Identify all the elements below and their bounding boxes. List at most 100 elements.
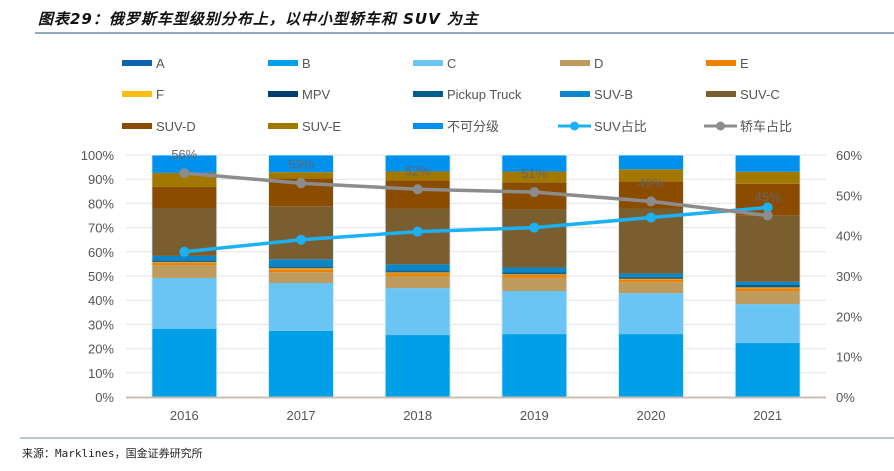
bar-segment-c-2019 [501, 291, 567, 335]
line-path-轿车占比 [184, 171, 768, 218]
bar-segment-b-2021 [735, 343, 801, 397]
chart-title: 图表29：俄罗斯车型级别分布上，以中小型轿车和 SUV 为主 [38, 10, 479, 28]
legend-swatch [413, 60, 443, 66]
y-right-tick-label: 0% [836, 390, 855, 405]
bar-segment-mpv-2017 [268, 267, 334, 269]
source-note: 来源：Marklines，国金证券研究所 [22, 447, 203, 460]
line-point-轿车占比 [296, 178, 306, 189]
gridlines [126, 154, 826, 374]
line-series-suv占比 [179, 202, 773, 257]
x-tick-label: 2021 [753, 408, 782, 423]
line-point-轿车占比 [179, 168, 190, 179]
bar-segment-d-2019 [501, 277, 567, 292]
bar-segment-e-2018 [385, 273, 451, 276]
line-point-suv占比 [762, 202, 773, 213]
line-point-suv占比 [529, 222, 540, 233]
data-label-轿车占比: 51% [521, 166, 547, 181]
legend-label: SUV-E [302, 119, 341, 134]
line-point-轿车占比 [646, 196, 656, 207]
y-left-tick-label: 90% [88, 172, 114, 187]
legend-item-不可分级: 不可分级 [413, 119, 499, 134]
data-label-轿车占比: 52% [405, 163, 431, 178]
bar-segment-suv-e-2016 [151, 172, 217, 187]
bar-segment-c-2017 [268, 283, 334, 331]
x-tick-label: 2020 [637, 408, 666, 423]
legend-swatch [122, 91, 152, 97]
legend-marker [570, 121, 579, 131]
bar-segment-f-2018 [385, 272, 451, 274]
axes: 0% 10% 20% 30% 40% 50% 60% 70% 80% 90% 100% 0% 10% 20… [81, 148, 863, 423]
y-left-tick-label: 40% [88, 293, 114, 308]
y-left-tick-label: 80% [88, 196, 114, 211]
bar-segment-d-2021 [735, 291, 801, 305]
bar-segment-c-2018 [385, 288, 451, 336]
legend-label: 轿车占比 [740, 119, 792, 134]
legend-label: E [740, 56, 749, 71]
legend-swatch [413, 91, 443, 97]
data-labels: 56% 53% 52% 51% 49% 45% [171, 147, 781, 204]
bar-segment-suv-b-2017 [268, 259, 334, 267]
legend-item-轿车占比: 轿车占比 [704, 119, 792, 134]
bar-segment-b-2017 [268, 330, 334, 397]
bar-segment-mpv-2021 [735, 286, 801, 288]
bar-segment-c-2020 [618, 293, 684, 335]
y-right-tick-label: 30% [836, 269, 862, 284]
bar-segment-d-2017 [268, 272, 334, 284]
bar-stack-2019 [501, 154, 568, 398]
bar-segment-pickup-truck-2018 [385, 270, 451, 272]
legend-marker [716, 121, 725, 131]
x-tick-label: 2017 [287, 408, 316, 423]
y-left-tick-label: 70% [88, 221, 114, 236]
y-left-tick-label: 60% [88, 245, 114, 260]
y-right-tick-label: 40% [836, 229, 862, 244]
bar-segment-suv-b-2019 [501, 267, 567, 273]
bar-segment-mpv-2016 [151, 261, 217, 263]
y-left-tick-label: 100% [81, 148, 115, 163]
legend-item-pickup-truck: Pickup Truck [413, 87, 522, 102]
bar-segment-f-2016 [151, 262, 217, 263]
bar-segment-mpv-2018 [385, 271, 451, 273]
x-tick-label: 2016 [170, 408, 199, 423]
bar-stack-2017 [268, 154, 334, 398]
bar-segment-不可分级-2021 [735, 155, 801, 172]
title-divider [35, 32, 894, 34]
legend-swatch [122, 123, 152, 129]
lines [179, 168, 773, 257]
bar-segment-e-2017 [268, 269, 334, 273]
legend-item-suv-d: SUV-D [122, 119, 196, 134]
legend-item-suv-b: SUV-B [560, 87, 633, 102]
legend-swatch [268, 60, 298, 66]
bar-stack-2020 [618, 154, 684, 398]
bar-segment-pickup-truck-2020 [618, 276, 684, 278]
legend-item-suv占比: SUV占比 [558, 119, 647, 134]
legend-label: D [594, 56, 603, 71]
bar-segment-e-2019 [501, 275, 567, 278]
y-left-tick-label: 10% [88, 366, 114, 381]
bar-segment-suv-b-2021 [735, 281, 801, 285]
bar-segment-mpv-2019 [501, 273, 567, 275]
legend-item-suv-e: SUV-E [268, 119, 341, 134]
bar-segment-e-2021 [735, 288, 801, 292]
legend-swatch [706, 91, 736, 97]
y-left-tick-label: 20% [88, 342, 114, 357]
legend-swatch [560, 91, 590, 97]
legend-item-f: F [122, 87, 164, 102]
bar-segment-d-2020 [618, 282, 684, 294]
legend-swatch [560, 60, 590, 66]
bar-segment-suv-c-2017 [268, 206, 334, 260]
bar-stack-2018 [384, 154, 451, 398]
line-point-suv占比 [179, 246, 190, 257]
legend-label: C [447, 56, 456, 71]
bar-segment-b-2018 [385, 335, 451, 397]
bar-segment-mpv-2020 [618, 277, 684, 279]
legend-item-suv-c: SUV-C [706, 87, 780, 102]
bar-segment-pickup-truck-2021 [735, 284, 801, 287]
legend-label: SUV-B [594, 87, 633, 102]
line-point-suv占比 [296, 234, 306, 245]
legend: A B C D E F MPV Pickup Truck SUV-B SUV-C SUV-D SUV-… [122, 56, 792, 134]
bar-segment-不可分级-2018 [385, 155, 451, 172]
bar-segment-不可分级-2017 [268, 155, 334, 173]
line-point-轿车占比 [412, 184, 423, 195]
y-left-tick-label: 30% [88, 317, 114, 332]
